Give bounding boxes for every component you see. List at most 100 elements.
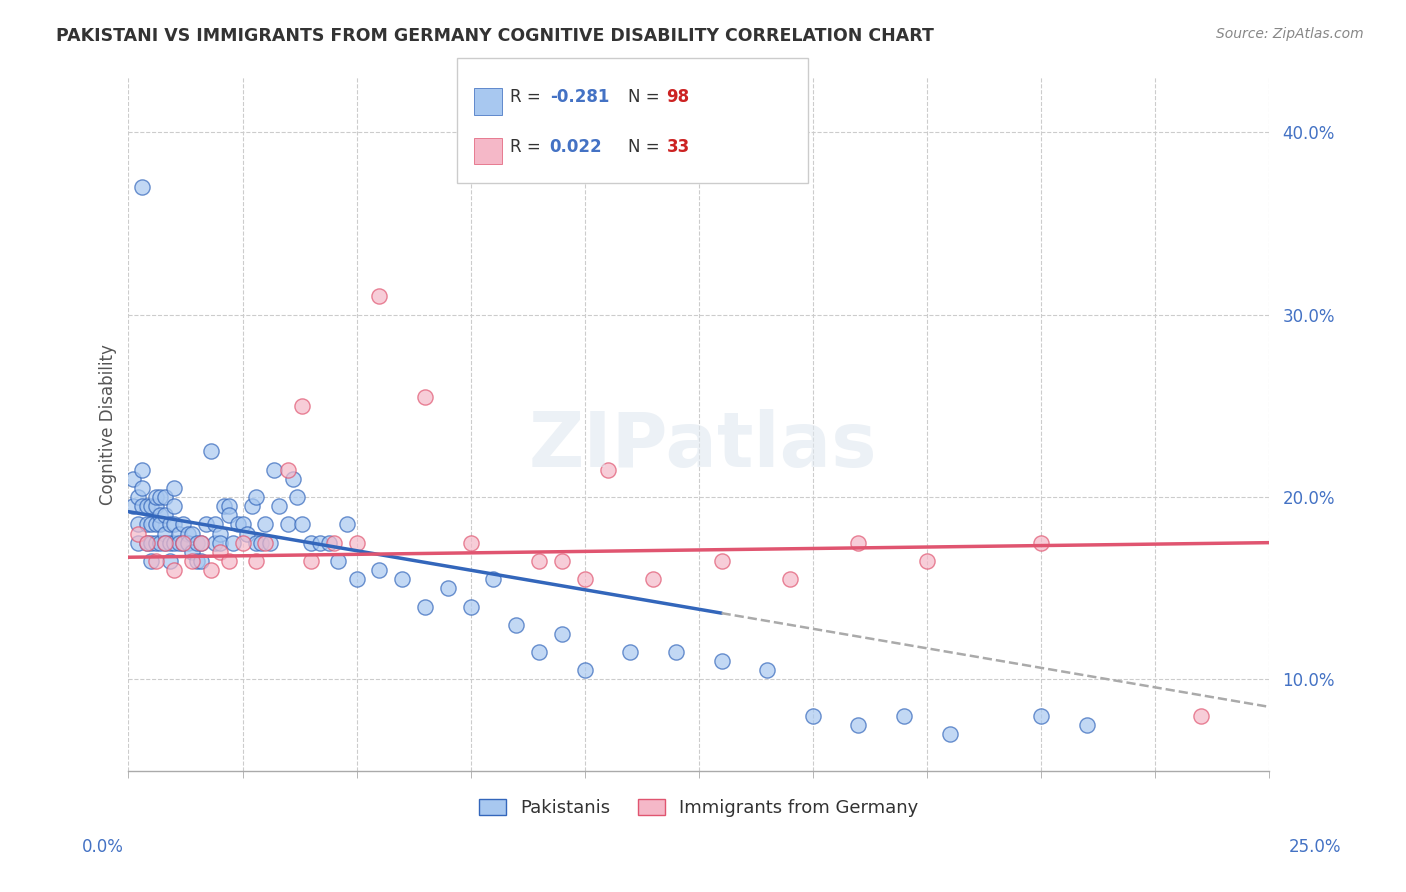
Point	[336, 517, 359, 532]
Point	[710, 654, 733, 668]
Point	[505, 617, 527, 632]
Text: 0.0%: 0.0%	[82, 838, 124, 855]
Point	[1076, 718, 1098, 732]
Point	[391, 572, 413, 586]
Point	[1029, 535, 1052, 549]
Text: ZIPatlas: ZIPatlas	[529, 409, 877, 483]
Point	[131, 463, 153, 477]
Point	[437, 581, 460, 595]
Point	[263, 463, 285, 477]
Point	[413, 599, 436, 614]
Point	[259, 535, 281, 549]
Point	[204, 517, 226, 532]
Point	[328, 554, 350, 568]
Point	[309, 535, 332, 549]
Point	[291, 517, 314, 532]
Text: -0.281: -0.281	[550, 88, 609, 106]
Point	[153, 535, 176, 549]
Point	[915, 554, 938, 568]
Point	[135, 499, 157, 513]
Point	[167, 535, 190, 549]
Point	[281, 472, 304, 486]
Point	[186, 535, 208, 549]
Point	[181, 545, 204, 559]
Point	[122, 472, 145, 486]
Point	[145, 499, 167, 513]
Point	[245, 535, 267, 549]
Point	[236, 526, 259, 541]
Point	[177, 526, 200, 541]
Point	[172, 535, 194, 549]
Point	[368, 289, 391, 303]
Text: 25.0%: 25.0%	[1288, 838, 1341, 855]
Text: 33: 33	[666, 138, 690, 156]
Text: 98: 98	[666, 88, 689, 106]
Point	[208, 535, 231, 549]
Point	[172, 517, 194, 532]
Point	[163, 517, 186, 532]
Point	[245, 490, 267, 504]
Point	[482, 572, 505, 586]
Point	[145, 554, 167, 568]
Point	[231, 517, 253, 532]
Point	[127, 526, 149, 541]
Point	[574, 664, 596, 678]
Point	[596, 463, 619, 477]
Point	[122, 499, 145, 513]
Point	[208, 545, 231, 559]
Point	[214, 499, 236, 513]
Point	[163, 563, 186, 577]
Text: R =: R =	[510, 138, 547, 156]
Legend: Pakistanis, Immigrants from Germany: Pakistanis, Immigrants from Germany	[472, 791, 925, 824]
Point	[163, 499, 186, 513]
Text: N =: N =	[628, 138, 665, 156]
Point	[190, 535, 212, 549]
Point	[145, 490, 167, 504]
Point	[527, 554, 550, 568]
Point	[190, 535, 212, 549]
Point	[149, 490, 172, 504]
Point	[277, 463, 299, 477]
Point	[153, 526, 176, 541]
Point	[131, 499, 153, 513]
Point	[204, 535, 226, 549]
Point	[226, 517, 249, 532]
Point	[665, 645, 688, 659]
Point	[195, 517, 218, 532]
Point	[848, 535, 870, 549]
Point	[135, 517, 157, 532]
Point	[299, 554, 322, 568]
Point	[779, 572, 801, 586]
Point	[141, 535, 163, 549]
Point	[346, 572, 368, 586]
Point	[131, 180, 153, 194]
Point	[222, 535, 245, 549]
Point	[177, 535, 200, 549]
Point	[190, 554, 212, 568]
Point	[245, 554, 267, 568]
Point	[181, 554, 204, 568]
Point	[153, 490, 176, 504]
Point	[127, 517, 149, 532]
Point	[551, 554, 574, 568]
Point	[1189, 709, 1212, 723]
Point	[159, 554, 181, 568]
Point	[149, 517, 172, 532]
Point	[231, 535, 253, 549]
Point	[172, 535, 194, 549]
Point	[153, 508, 176, 523]
Point	[145, 535, 167, 549]
Point	[619, 645, 641, 659]
Point	[460, 535, 482, 549]
Point	[181, 526, 204, 541]
Point	[291, 399, 314, 413]
Point	[200, 563, 222, 577]
Point	[131, 481, 153, 495]
Text: R =: R =	[510, 88, 547, 106]
Point	[218, 508, 240, 523]
Point	[551, 627, 574, 641]
Point	[801, 709, 824, 723]
Point	[285, 490, 308, 504]
Point	[208, 526, 231, 541]
Text: 0.022: 0.022	[550, 138, 602, 156]
